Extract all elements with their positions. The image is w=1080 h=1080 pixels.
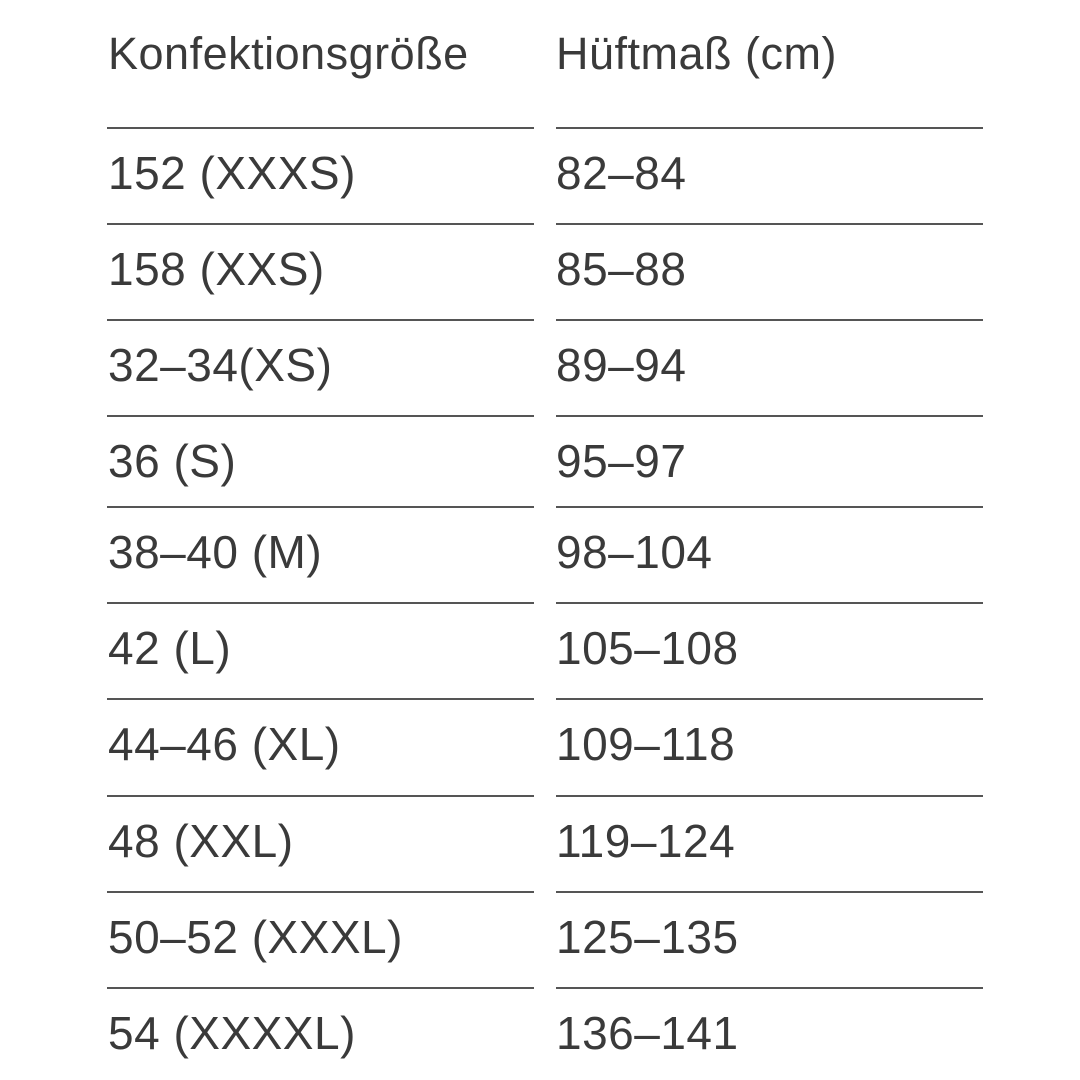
row-divider [107, 891, 534, 893]
cell-hip: 82–84 [556, 147, 687, 199]
cell-size: 44–46 (XL) [108, 718, 341, 770]
header-size: Konfektionsgröße [108, 28, 469, 79]
row-divider [107, 698, 534, 700]
cell-hip: 95–97 [556, 435, 687, 487]
cell-size: 48 (XXL) [108, 815, 294, 867]
cell-size: 32–34(XS) [108, 339, 333, 391]
row-divider [107, 506, 534, 508]
row-divider [556, 415, 983, 417]
cell-hip: 85–88 [556, 243, 687, 295]
cell-hip: 105–108 [556, 622, 739, 674]
row-divider [556, 602, 983, 604]
row-divider [107, 127, 534, 129]
cell-hip: 125–135 [556, 911, 739, 963]
row-divider [107, 602, 534, 604]
header-hip: Hüftmaß (cm) [556, 28, 837, 79]
cell-size: 158 (XXS) [108, 243, 325, 295]
row-divider [107, 319, 534, 321]
row-divider [556, 506, 983, 508]
row-divider [556, 223, 983, 225]
cell-hip: 136–141 [556, 1007, 739, 1059]
cell-size: 50–52 (XXXL) [108, 911, 403, 963]
row-divider [556, 698, 983, 700]
row-divider [556, 127, 983, 129]
row-divider [107, 223, 534, 225]
cell-hip: 98–104 [556, 526, 713, 578]
row-divider [556, 795, 983, 797]
row-divider [107, 415, 534, 417]
row-divider [556, 891, 983, 893]
cell-size: 38–40 (M) [108, 526, 323, 578]
cell-size: 54 (XXXXL) [108, 1007, 356, 1059]
cell-hip: 119–124 [556, 815, 736, 867]
row-divider [556, 987, 983, 989]
row-divider [556, 319, 983, 321]
cell-size: 42 (L) [108, 622, 232, 674]
row-divider [107, 795, 534, 797]
cell-size: 36 (S) [108, 435, 237, 487]
cell-hip: 89–94 [556, 339, 687, 391]
row-divider [107, 987, 534, 989]
cell-size: 152 (XXXS) [108, 147, 356, 199]
cell-hip: 109–118 [556, 718, 736, 770]
